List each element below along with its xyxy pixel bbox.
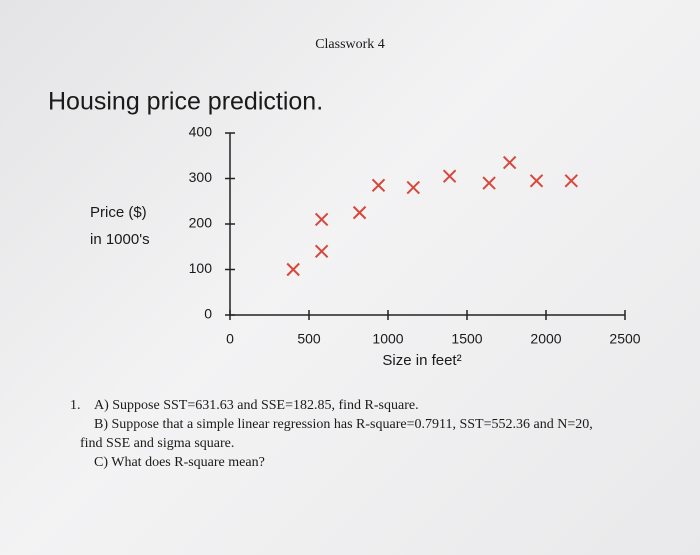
point — [406, 180, 420, 195]
x-tick-label: 2000 — [530, 331, 561, 347]
point — [314, 212, 329, 227]
question-line: C) What does R-square mean? — [94, 455, 265, 470]
y-tick-label: 400 — [189, 124, 213, 140]
point — [352, 205, 367, 220]
y-tick-label: 0 — [204, 306, 212, 322]
point — [482, 176, 496, 190]
point — [314, 244, 329, 259]
x-tick-label: 0 — [226, 331, 234, 347]
y-axis-label: Price ($) — [90, 204, 147, 221]
question-number: 1. — [70, 398, 81, 413]
x-tick-label: 1500 — [451, 331, 482, 347]
x-tick-label: 500 — [297, 331, 321, 347]
page-title: Classwork 4 — [315, 37, 385, 52]
question-line: find SSE and sigma square. — [80, 436, 234, 451]
chart-title: Housing price prediction. — [48, 88, 323, 116]
point — [529, 174, 544, 188]
y-tick-label: 300 — [189, 169, 213, 185]
y-tick-label: 100 — [189, 260, 213, 276]
y-tick-label: 200 — [189, 215, 213, 231]
point — [442, 169, 457, 183]
point — [371, 178, 386, 193]
question-line: A) Suppose SST=631.63 and SSE=182.85, fi… — [94, 398, 419, 413]
point — [286, 262, 300, 277]
y-axis-label: in 1000's — [90, 231, 150, 248]
point — [502, 155, 517, 170]
x-tick-label: 2500 — [609, 331, 640, 347]
x-tick-label: 1000 — [372, 331, 403, 347]
x-axis-label: Size in feet² — [382, 352, 461, 369]
question-line: B) Suppose that a simple linear regressi… — [94, 417, 593, 432]
questions: A) Suppose SST=631.63 and SSE=182.85, fi… — [80, 398, 593, 470]
point — [564, 174, 578, 188]
